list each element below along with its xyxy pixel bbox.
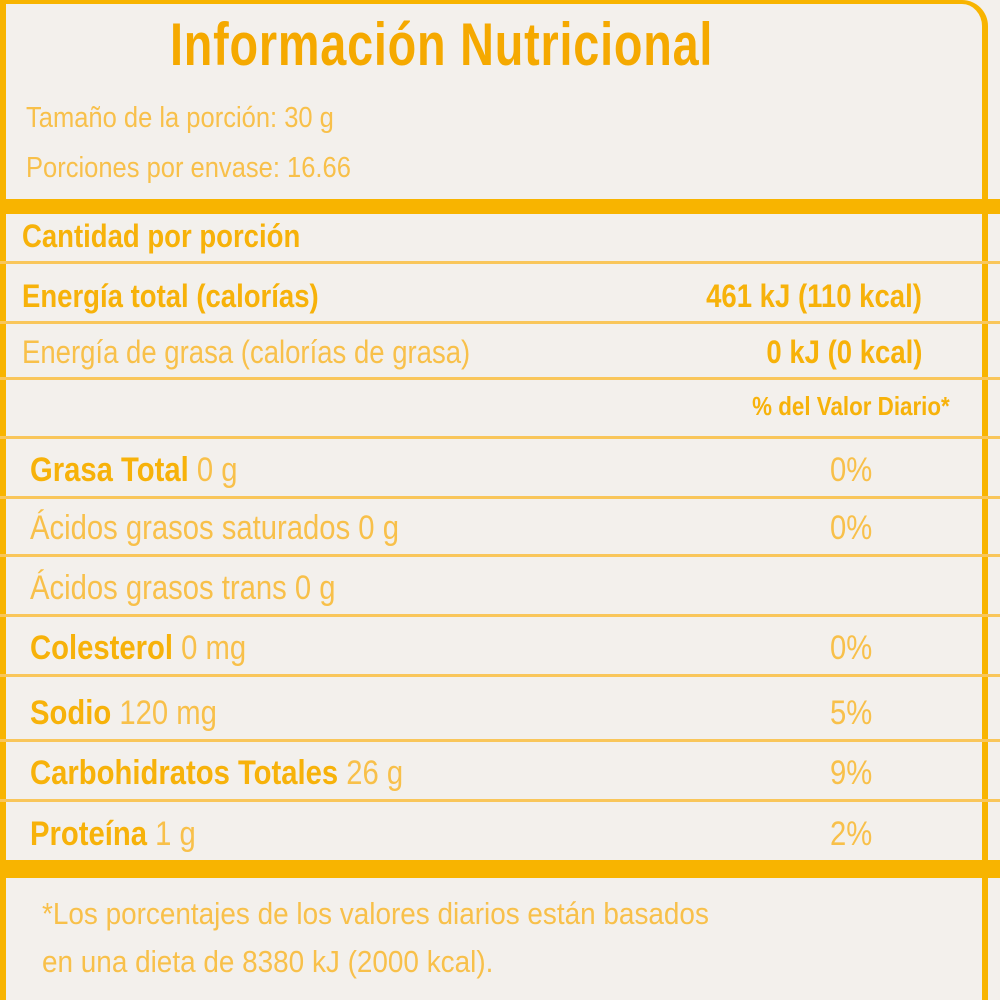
energy-total-value: 461 kJ (110 kcal) xyxy=(706,278,922,314)
energy-fat-value: 0 kJ (0 kcal) xyxy=(765,334,922,370)
nutrient-daily-value: 0% xyxy=(830,509,873,547)
thick-divider xyxy=(0,199,1000,214)
nutrient-label: Sodio 120 mg xyxy=(30,694,217,733)
nutrient-amount: 0 mg xyxy=(181,629,247,667)
nutrient-label: Ácidos grasos trans 0 g xyxy=(30,569,336,608)
amount-per-serving-row: Cantidad por porción xyxy=(0,214,1000,264)
label-title: Información Nutricional xyxy=(170,11,714,78)
daily-value-header-row: % del Valor Diario* xyxy=(0,380,1000,439)
daily-value-header: % del Valor Diario* xyxy=(752,391,950,421)
thick-divider-bottom xyxy=(0,860,1000,878)
nutrient-row: Sodio 120 mg 5% xyxy=(0,677,1000,742)
nutrient-daily-value: 5% xyxy=(830,694,873,732)
nutrient-row: Ácidos grasos saturados 0 g 0% xyxy=(0,499,1000,557)
nutrient-name: Colesterol xyxy=(30,629,173,667)
nutrient-row: Grasa Total 0 g 0% xyxy=(0,439,1000,499)
energy-fat-row: Energía de grasa (calorías de grasa) 0 k… xyxy=(0,324,1000,380)
nutrient-name: Proteína xyxy=(30,815,148,853)
nutrient-row: Colesterol 0 mg 0% xyxy=(0,617,1000,677)
nutrient-label: Proteína 1 g xyxy=(30,815,196,854)
nutrient-row: Carbohidratos Totales 26 g 9% xyxy=(0,742,1000,802)
nutrient-label: Carbohidratos Totales 26 g xyxy=(30,754,403,793)
nutrient-name: Grasa Total xyxy=(30,451,189,489)
nutrient-amount: 26 g xyxy=(346,754,404,792)
nutrient-amount: 0 g xyxy=(196,451,238,489)
nutrient-daily-value: 2% xyxy=(830,815,873,853)
nutrient-label: Ácidos grasos saturados 0 g xyxy=(30,509,399,548)
nutrient-daily-value: 0% xyxy=(830,629,873,667)
nutrient-daily-value: 0% xyxy=(830,451,873,489)
nutrient-daily-value: 9% xyxy=(830,754,873,792)
nutrient-label: Grasa Total 0 g xyxy=(30,451,237,490)
nutrient-row: Ácidos grasos trans 0 g xyxy=(0,557,1000,617)
nutrient-row: Proteína 1 g 2% xyxy=(0,802,1000,860)
serving-size: Tamaño de la porción: 30 g xyxy=(26,102,334,134)
nutrient-name: Carbohidratos Totales xyxy=(30,754,339,792)
energy-total-label: Energía total (calorías) xyxy=(22,278,319,314)
nutrient-name: Sodio xyxy=(30,694,112,732)
footnote-line-2: en una dieta de 8380 kJ (2000 kcal). xyxy=(42,944,494,979)
energy-fat-label: Energía de grasa (calorías de grasa) xyxy=(22,334,471,370)
nutrient-name: Ácidos grasos saturados 0 g xyxy=(30,509,399,547)
nutrient-label: Colesterol 0 mg xyxy=(30,629,246,668)
amount-per-serving: Cantidad por porción xyxy=(22,218,301,254)
servings-per-container: Porciones por envase: 16.66 xyxy=(26,152,351,184)
footnote-line-1: *Los porcentajes de los valores diarios … xyxy=(42,896,709,931)
nutrient-amount: 120 mg xyxy=(119,694,217,732)
nutrient-name: Ácidos grasos trans 0 g xyxy=(30,569,336,607)
nutrient-amount: 1 g xyxy=(155,815,196,853)
energy-total-row: Energía total (calorías) 461 kJ (110 kca… xyxy=(0,264,1000,324)
